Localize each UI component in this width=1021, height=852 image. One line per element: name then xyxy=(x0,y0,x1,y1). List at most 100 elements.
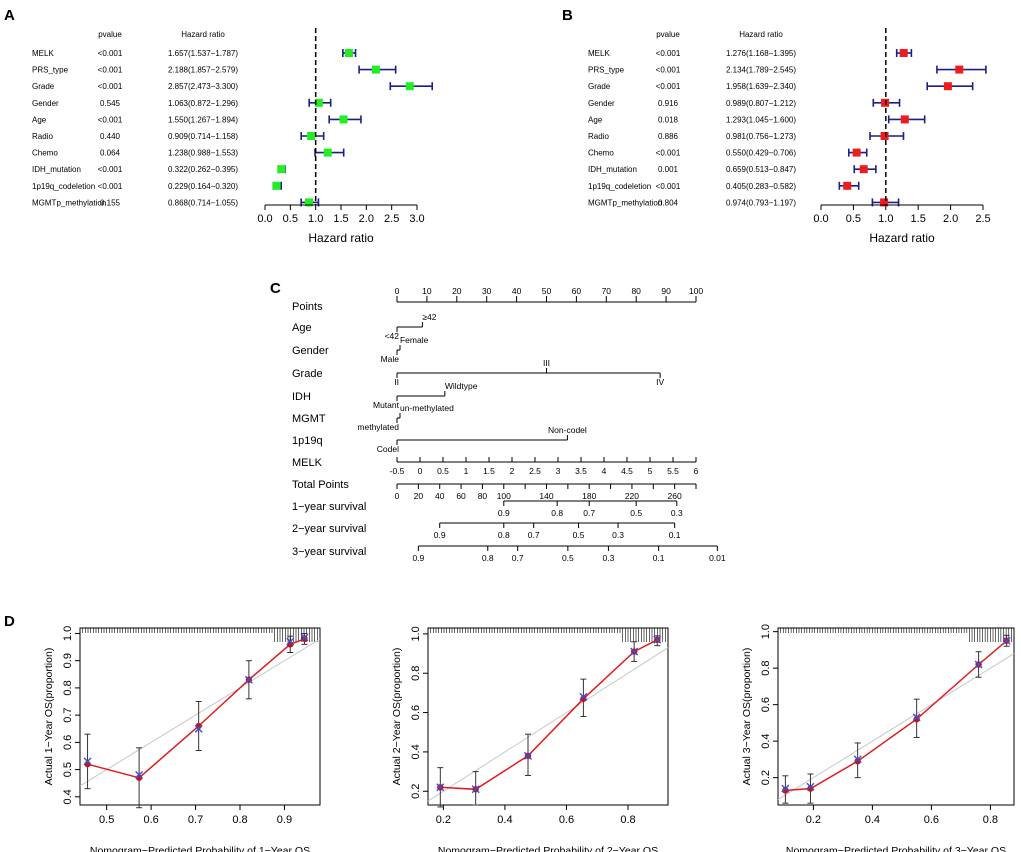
forest-B-row-hr: 0.974(0.793−1.197) xyxy=(726,198,796,207)
survival-tick-label: 0.01 xyxy=(709,553,726,563)
calibration-2y-corrected-mark xyxy=(436,783,445,792)
nomogram-level-label: Mutant xyxy=(373,400,400,410)
points-tick-label: 30 xyxy=(482,286,492,296)
forest-B-header-pvalue: pvalue xyxy=(656,30,680,39)
forest-B-row-label: PRS_type xyxy=(588,66,625,75)
forest-B-row-hr: 0.659(0.513−0.847) xyxy=(726,165,796,174)
melk-tick-label: 0 xyxy=(418,466,423,476)
calibration-2y-y-axis-title: Actual 2−Year OS(proportion) xyxy=(391,648,403,786)
nomogram-level-label: IV xyxy=(656,377,664,387)
calibration-3y-y-tick-label: 0.4 xyxy=(760,733,772,748)
nomogram-label: MGMT xyxy=(292,413,326,425)
survival-tick-label: 0.9 xyxy=(498,508,510,518)
forest-B-row-hr: 1.276(1.168−1.395) xyxy=(726,49,796,58)
calibration-2y-observed-point xyxy=(580,695,587,702)
points-tick-label: 50 xyxy=(542,286,552,296)
forest-A-hr-marker xyxy=(323,148,332,157)
forest-A-row-label: PRS_type xyxy=(32,66,69,75)
forest-B-x-tick-label: 1.5 xyxy=(911,213,926,225)
survival-tick-label: 0.1 xyxy=(669,530,681,540)
forest-A-row-pvalue: <0.001 xyxy=(98,182,123,191)
forest-B-row-label: MGMTp_methylation xyxy=(588,198,662,207)
calibration-3y-corrected-mark xyxy=(1002,636,1011,645)
panel-label-a: A xyxy=(4,7,15,24)
forest-A-row-pvalue: <0.001 xyxy=(98,165,123,174)
calibration-3y-corrected-mark xyxy=(974,660,983,669)
forest-A-hr-marker xyxy=(405,82,414,91)
forest-B-row-label: Gender xyxy=(588,99,615,108)
melk-tick-label: 0.5 xyxy=(437,466,449,476)
points-tick-label: 0 xyxy=(395,286,400,296)
nomogram-label: Total Points xyxy=(292,479,349,491)
total-points-tick-label: 220 xyxy=(625,491,639,501)
forest-B-row-pvalue: <0.001 xyxy=(656,82,681,91)
calibration-1y-corrected-mark xyxy=(244,675,253,684)
forest-B-row-hr: 0.981(0.756−1.273) xyxy=(726,132,796,141)
forest-B-row-pvalue: <0.001 xyxy=(656,149,681,158)
calibration-2y-corrected-mark xyxy=(630,647,639,656)
calibration-3y-observed-point xyxy=(913,716,920,723)
total-points-tick-label: 260 xyxy=(668,491,682,501)
calibration-1y-y-tick-label: 1.0 xyxy=(62,626,74,641)
calibration-3y-x-axis-title: Nomogram−Predicted Probability of 3−Year… xyxy=(786,845,1006,852)
forest-B-row-hr: 0.550(0.429−0.706) xyxy=(726,149,796,158)
forest-A-row-label: IDH_mutation xyxy=(32,165,81,174)
forest-B-hr-marker xyxy=(859,165,868,174)
calibration-1y-y-tick-label: 0.6 xyxy=(62,735,74,750)
nomogram-level-label: Male xyxy=(381,354,400,364)
forest-B-row-hr: 1.293(1.045−1.600) xyxy=(726,115,796,124)
forest-B-row-label: Age xyxy=(588,115,603,124)
calibration-3y-observed-point xyxy=(782,787,789,794)
nomogram-label: 1p19q xyxy=(292,435,323,447)
total-points-tick-label: 40 xyxy=(435,491,445,501)
forest-B-row-pvalue: 0.886 xyxy=(658,132,679,141)
calibration-3y-calibration-line xyxy=(785,640,1008,792)
calibration-1y-corrected-mark xyxy=(83,757,92,766)
forest-A-row-pvalue: 0.155 xyxy=(100,198,121,207)
calibration-3y-corrected-mark xyxy=(806,782,815,791)
calibration-1y-corrected-mark xyxy=(300,633,309,642)
nomogram-level-label: ≥42 xyxy=(422,312,436,322)
nomogram-level-label: Wildtype xyxy=(445,381,478,391)
forest-A-row-label: Radio xyxy=(32,132,53,141)
forest-A-row-pvalue: 0.064 xyxy=(100,149,121,158)
forest-A-row-label: Grade xyxy=(32,82,55,91)
calibration-2y-x-tick-label: 0.4 xyxy=(497,814,512,826)
forest-A-hr-marker xyxy=(307,132,316,140)
survival-tick-label: 0.3 xyxy=(671,508,683,518)
forest-B-row-pvalue: <0.001 xyxy=(656,182,681,191)
calibration-3y-x-tick-label: 0.8 xyxy=(983,814,998,826)
calibration-3y-corrected-mark xyxy=(853,755,862,764)
panel-label-d: D xyxy=(4,613,15,630)
forest-B-row-hr: 0.989(0.807−1.212) xyxy=(726,99,796,108)
forest-A-hr-marker xyxy=(272,181,281,190)
calibration-1y-y-tick-label: 0.8 xyxy=(62,680,74,695)
forest-B-row-label: MELK xyxy=(588,49,610,58)
calibration-3y-y-tick-label: 0.8 xyxy=(760,660,772,675)
total-points-tick-label: 80 xyxy=(478,491,488,501)
survival-tick-label: 0.9 xyxy=(412,553,424,563)
nomogram-label: Grade xyxy=(292,368,323,380)
forest-A-row-hr: 0.909(0.714−1.158) xyxy=(168,132,238,141)
calibration-1y-calibration-line xyxy=(87,638,305,779)
forest-B-x-tick-label: 1.0 xyxy=(878,213,893,225)
calibration-2y-ideal-line xyxy=(427,647,669,802)
forest-A-row-pvalue: <0.001 xyxy=(98,82,123,91)
forest-B-x-tick-label: 0.5 xyxy=(846,213,861,225)
forest-A-x-tick-label: 1.0 xyxy=(308,213,323,225)
melk-tick-label: 4.5 xyxy=(621,466,633,476)
forest-B-x-axis-title: Hazard ratio xyxy=(869,231,935,245)
total-points-tick-label: 20 xyxy=(414,491,424,501)
calibration-1y-observed-point xyxy=(301,635,308,643)
forest-A-row-pvalue: <0.001 xyxy=(98,49,123,58)
forest-B-row-label: Chemo xyxy=(588,149,614,158)
survival-tick-label: 0.9 xyxy=(434,530,446,540)
forest-B-row-pvalue: 0.018 xyxy=(658,115,679,124)
forest-A-row-hr: 0.322(0.262−0.395) xyxy=(168,165,238,174)
calibration-2y-calibration-line xyxy=(440,639,658,791)
nomogram-label: 3−year survival xyxy=(292,546,366,558)
forest-A-x-tick-label: 2.0 xyxy=(359,213,374,225)
forest-A-x-tick-label: 0.5 xyxy=(283,213,298,225)
forest-B-x-tick-label: 0.0 xyxy=(813,213,828,225)
